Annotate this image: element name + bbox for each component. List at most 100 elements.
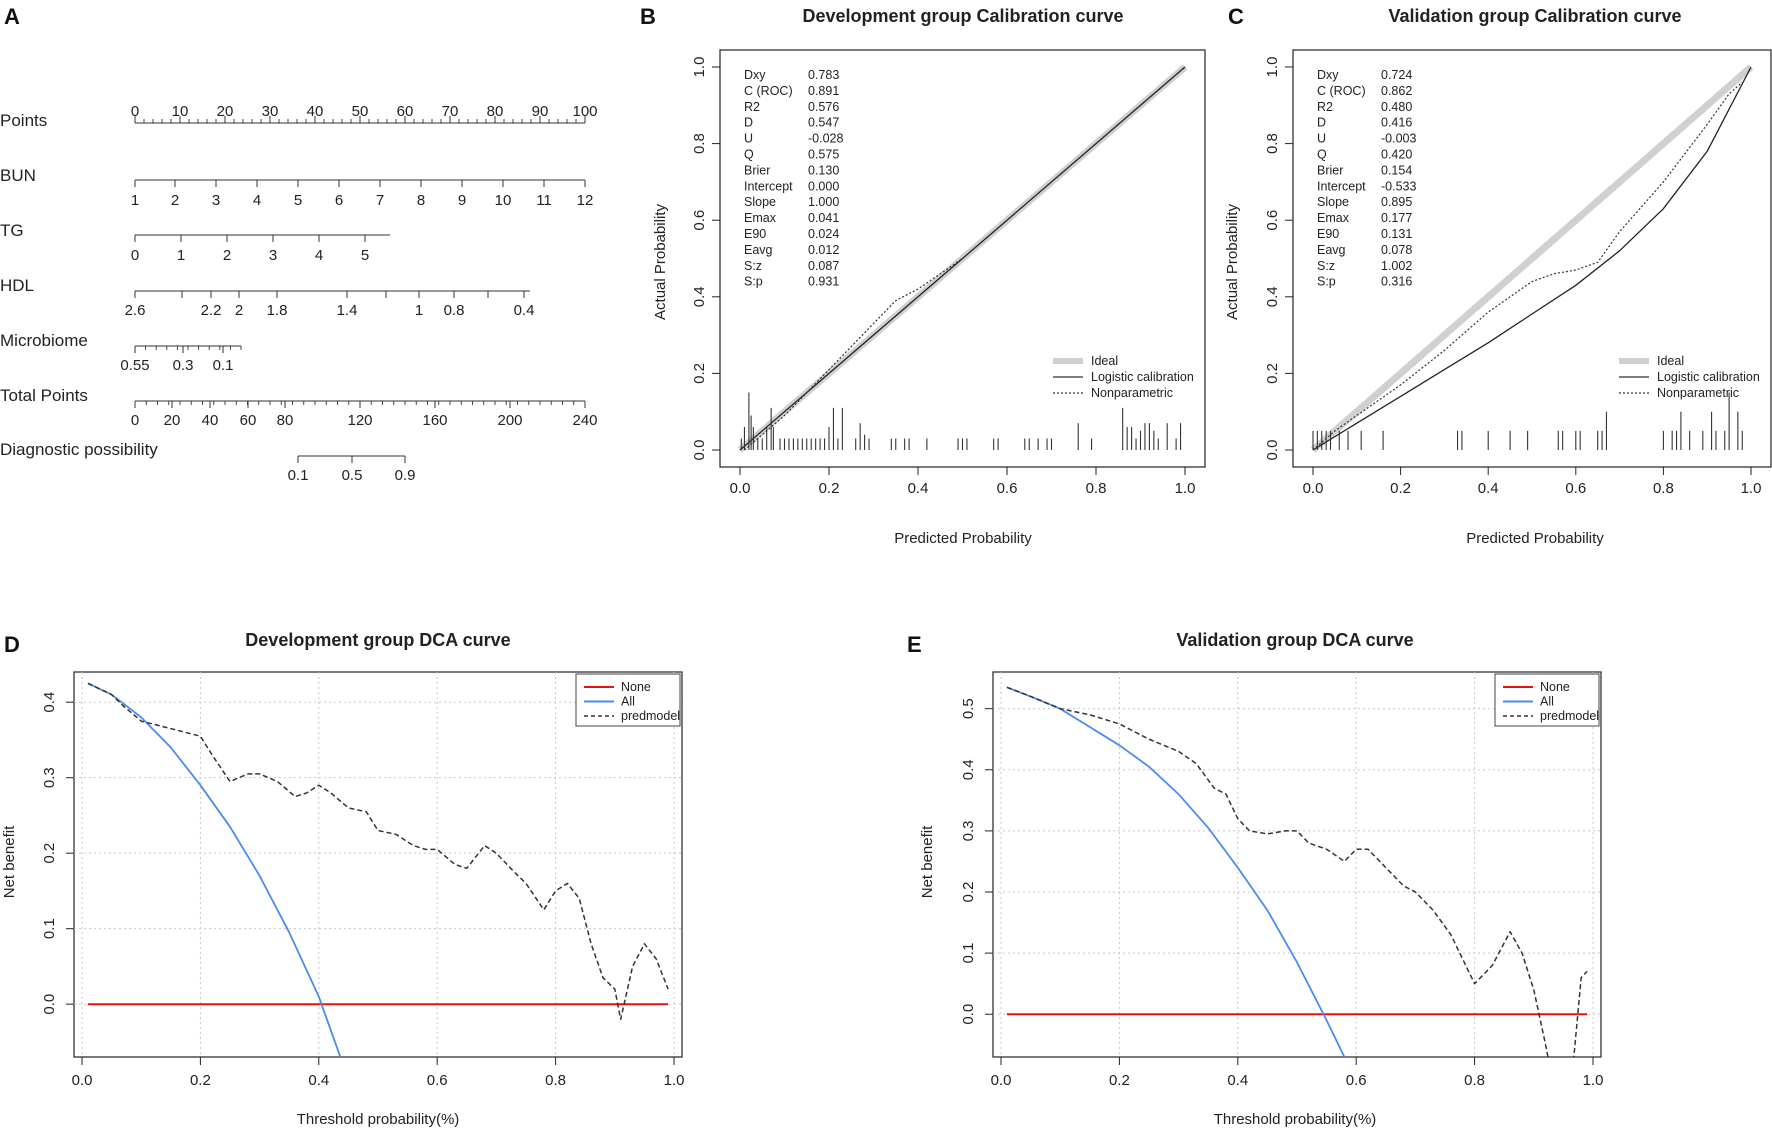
series-group — [1006, 686, 1588, 1057]
stat-name: Dxy — [744, 68, 766, 82]
plot-area: 0.0 0.2 0.4 0.6 0.8 1.0 0.0 0.1 0.2 0.3 0.4 0.5 None… — [960, 672, 1603, 1089]
nomogram-tick-label: 40 — [202, 412, 219, 429]
y-axis-title: Net benefit — [1, 825, 18, 898]
plot-area: 0.0 0.2 0.4 0.6 0.8 1.0 0.0 0.2 0.4 0.6 0.8 1.0 Dxy 0… — [1264, 57, 1761, 497]
stat-value: 0.177 — [1381, 211, 1412, 225]
chart-title: Validation group Calibration curve — [1388, 6, 1681, 26]
stat-value: 0.024 — [808, 227, 839, 241]
legend-label: Ideal — [1091, 354, 1118, 368]
stat-name: U — [744, 132, 753, 146]
stat-value: 0.783 — [808, 68, 839, 82]
x-tick-label: 1.0 — [1175, 480, 1196, 497]
y-tick-label: 0.2 — [960, 882, 977, 903]
y-axis-title: Actual Probability — [1224, 204, 1241, 320]
stat-value: 0.012 — [808, 243, 839, 257]
nomogram-tick-label: 7 — [376, 192, 384, 209]
stat-value: 0.316 — [1381, 275, 1412, 289]
stat-value: 0.078 — [1381, 243, 1412, 257]
nomogram-tick-label: 10 — [495, 192, 512, 209]
chart-title: Development group DCA curve — [245, 630, 510, 650]
stat-name: Emax — [744, 211, 777, 225]
stat-value: 0.041 — [808, 211, 839, 225]
y-tick-label: 0.4 — [1264, 286, 1281, 307]
legend-box — [575, 673, 681, 727]
panel-label-c: C — [1228, 4, 1244, 29]
y-tick-label: 0.3 — [41, 767, 58, 788]
nomogram-tick-label: 120 — [347, 412, 372, 429]
stat-value: 0.154 — [1381, 163, 1412, 177]
plot-frame — [719, 49, 1206, 468]
stat-name: D — [744, 116, 753, 130]
x-tick-label: 0.2 — [1390, 480, 1411, 497]
nomogram-tick-label: 30 — [262, 103, 279, 120]
stat-value: 0.087 — [808, 259, 839, 273]
x-tick-label: 0.6 — [427, 1072, 448, 1089]
nomogram-tick-label: 160 — [422, 412, 447, 429]
nomogram-tick-label: 1 — [415, 302, 423, 319]
legend-label: None — [621, 680, 651, 694]
legend-label: Logistic calibration — [1657, 370, 1760, 384]
x-tick-label: 0.4 — [1227, 1072, 1248, 1089]
logistic-calibration-line — [1312, 66, 1752, 451]
nomogram-tick-label: 0.55 — [120, 357, 149, 374]
stat-value: 0.576 — [808, 100, 839, 114]
nomogram-tick-label: 40 — [307, 103, 324, 120]
legend-label: predmodel — [1540, 709, 1599, 723]
stat-value: 0.130 — [808, 163, 839, 177]
panel-label-e: E — [907, 632, 922, 657]
series-predmodel-line — [87, 682, 669, 1021]
stat-name: Dxy — [1317, 68, 1339, 82]
nomogram-tick-label: 1.8 — [267, 302, 288, 319]
nomogram-tick-label: 5 — [361, 247, 369, 264]
nomogram-tick-label: 0.4 — [514, 302, 535, 319]
plot-frame — [1292, 49, 1772, 468]
nomogram-row-label: BUN — [0, 166, 36, 185]
legend-label: All — [621, 695, 635, 709]
nomogram-tick-label: 90 — [532, 103, 549, 120]
y-tick-label: 1.0 — [691, 57, 708, 78]
panel-label-d: D — [4, 632, 20, 657]
y-tick-label: 0.6 — [691, 210, 708, 231]
stat-value: 0.480 — [1381, 100, 1412, 114]
y-tick-label: 0.5 — [960, 698, 977, 719]
x-axis-title: Threshold probability(%) — [1214, 1111, 1377, 1127]
nomogram-tick-label: 0 — [131, 103, 139, 120]
stat-name: Intercept — [744, 179, 793, 193]
nomogram-tick-label: 12 — [577, 192, 594, 209]
nomogram-tick-label: 0.1 — [213, 357, 234, 374]
stat-value: 0.575 — [808, 148, 839, 162]
panel-label-a: A — [4, 4, 20, 29]
series-group — [87, 682, 669, 1057]
x-tick-label: 0.6 — [1565, 480, 1586, 497]
nomogram-tick-label: 10 — [172, 103, 189, 120]
nomogram-tick-label: 60 — [240, 412, 257, 429]
series-all-line — [87, 682, 342, 1057]
stat-name: C (ROC) — [1317, 84, 1366, 98]
nomogram-tick-label: 0.3 — [173, 357, 194, 374]
calibration-val-panel: Validation group Calibration curve 0.0 0.… — [1224, 6, 1772, 547]
nomogram-tick-label: 0.9 — [395, 467, 416, 484]
x-tick-label: 0.4 — [908, 480, 929, 497]
x-tick-label: 1.0 — [664, 1072, 685, 1089]
legend-box — [1494, 673, 1600, 727]
legend-label: Logistic calibration — [1091, 370, 1194, 384]
logistic-calibration-line — [739, 66, 1186, 451]
plot-frame — [992, 671, 1602, 1058]
y-tick-label: 0.0 — [960, 1004, 977, 1025]
nomogram-tick-label: 70 — [442, 103, 459, 120]
nomogram-tick-label: 9 — [458, 192, 466, 209]
stat-name: Slope — [744, 195, 776, 209]
y-tick-label: 0.8 — [691, 133, 708, 154]
x-axis-title: Predicted Probability — [1466, 530, 1604, 547]
stat-name: S:p — [744, 275, 763, 289]
nomogram-tick-label: 0 — [131, 247, 139, 264]
y-tick-label: 0.4 — [691, 286, 708, 307]
stat-value: 0.420 — [1381, 148, 1412, 162]
nomogram-tick-label: 0.5 — [342, 467, 363, 484]
series-all-line — [1006, 686, 1346, 1057]
stat-value: 0.891 — [808, 84, 839, 98]
x-tick-label: 0.8 — [1464, 1072, 1485, 1089]
nomogram-tick-label: 2 — [171, 192, 179, 209]
